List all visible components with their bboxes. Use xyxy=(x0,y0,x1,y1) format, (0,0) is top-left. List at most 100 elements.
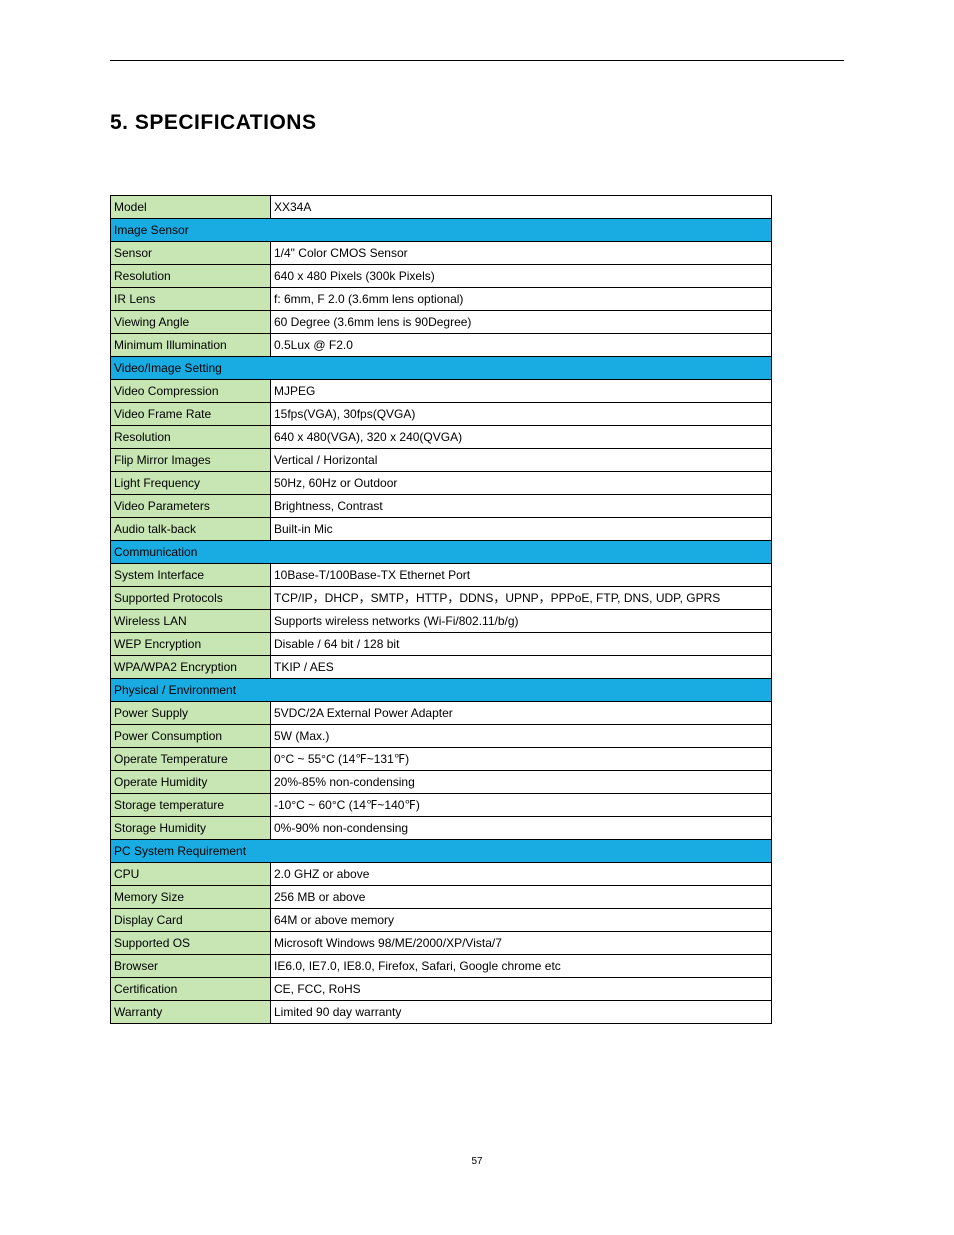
spec-label-cell: Display Card xyxy=(111,909,271,932)
section-header-cell: Image Sensor xyxy=(111,219,772,242)
spec-label-cell: Certification xyxy=(111,978,271,1001)
page-number: 57 xyxy=(0,1156,954,1167)
table-row: PC System Requirement xyxy=(111,840,772,863)
spec-label-cell: Browser xyxy=(111,955,271,978)
table-row: WPA/WPA2 EncryptionTKIP / AES xyxy=(111,656,772,679)
spec-value-cell: 60 Degree (3.6mm lens is 90Degree) xyxy=(271,311,772,334)
table-row: Display Card64M or above memory xyxy=(111,909,772,932)
spec-value-cell: 10Base-T/100Base-TX Ethernet Port xyxy=(271,564,772,587)
table-row: Communication xyxy=(111,541,772,564)
table-row: Video CompressionMJPEG xyxy=(111,380,772,403)
table-row: Sensor1/4" Color CMOS Sensor xyxy=(111,242,772,265)
spec-value-cell: 640 x 480(VGA), 320 x 240(QVGA) xyxy=(271,426,772,449)
spec-value-cell: 256 MB or above xyxy=(271,886,772,909)
spec-label-cell: CPU xyxy=(111,863,271,886)
table-row: Power Consumption5W (Max.) xyxy=(111,725,772,748)
spec-label-cell: Operate Temperature xyxy=(111,748,271,771)
table-row: Audio talk-backBuilt-in Mic xyxy=(111,518,772,541)
table-row: Resolution640 x 480 Pixels (300k Pixels) xyxy=(111,265,772,288)
spec-label-cell: Model xyxy=(111,196,271,219)
spec-label-cell: Flip Mirror Images xyxy=(111,449,271,472)
spec-label-cell: Video Parameters xyxy=(111,495,271,518)
spec-value-cell: 20%-85% non-condensing xyxy=(271,771,772,794)
specifications-tbody: ModelXX34AImage SensorSensor1/4" Color C… xyxy=(111,196,772,1024)
spec-value-cell: 64M or above memory xyxy=(271,909,772,932)
spec-value-cell: Vertical / Horizontal xyxy=(271,449,772,472)
spec-label-cell: Resolution xyxy=(111,265,271,288)
spec-value-cell: IE6.0, IE7.0, IE8.0, Firefox, Safari, Go… xyxy=(271,955,772,978)
table-row: Light Frequency50Hz, 60Hz or Outdoor xyxy=(111,472,772,495)
section-heading: 5. SPECIFICATIONS xyxy=(110,111,844,135)
table-row: IR Lensf: 6mm, F 2.0 (3.6mm lens optiona… xyxy=(111,288,772,311)
spec-label-cell: Sensor xyxy=(111,242,271,265)
spec-value-cell: MJPEG xyxy=(271,380,772,403)
spec-value-cell: f: 6mm, F 2.0 (3.6mm lens optional) xyxy=(271,288,772,311)
spec-value-cell: TCP/IP，DHCP，SMTP，HTTP，DDNS，UPNP，PPPoE, F… xyxy=(271,587,772,610)
spec-value-cell: XX34A xyxy=(271,196,772,219)
spec-label-cell: Supported OS xyxy=(111,932,271,955)
table-row: Resolution640 x 480(VGA), 320 x 240(QVGA… xyxy=(111,426,772,449)
spec-label-cell: Resolution xyxy=(111,426,271,449)
page: 5. SPECIFICATIONS ModelXX34AImage Sensor… xyxy=(0,0,954,1235)
table-row: WarrantyLimited 90 day warranty xyxy=(111,1001,772,1024)
spec-value-cell: 0%-90% non-condensing xyxy=(271,817,772,840)
spec-label-cell: Supported Protocols xyxy=(111,587,271,610)
spec-label-cell: Wireless LAN xyxy=(111,610,271,633)
spec-label-cell: WPA/WPA2 Encryption xyxy=(111,656,271,679)
table-row: Supported OSMicrosoft Windows 98/ME/2000… xyxy=(111,932,772,955)
spec-value-cell: 5VDC/2A External Power Adapter xyxy=(271,702,772,725)
spec-value-cell: Disable / 64 bit / 128 bit xyxy=(271,633,772,656)
spec-value-cell: Limited 90 day warranty xyxy=(271,1001,772,1024)
spec-value-cell: Brightness, Contrast xyxy=(271,495,772,518)
table-row: Operate Temperature0°C ~ 55°C (14℉~131℉) xyxy=(111,748,772,771)
spec-value-cell: TKIP / AES xyxy=(271,656,772,679)
spec-value-cell: 0°C ~ 55°C (14℉~131℉) xyxy=(271,748,772,771)
table-row: Minimum Illumination0.5Lux @ F2.0 xyxy=(111,334,772,357)
spec-label-cell: Memory Size xyxy=(111,886,271,909)
spec-value-cell: 15fps(VGA), 30fps(QVGA) xyxy=(271,403,772,426)
table-row: Storage temperature-10°C ~ 60°C (14℉~140… xyxy=(111,794,772,817)
section-header-cell: Communication xyxy=(111,541,772,564)
spec-label-cell: WEP Encryption xyxy=(111,633,271,656)
spec-label-cell: Power Consumption xyxy=(111,725,271,748)
spec-label-cell: Power Supply xyxy=(111,702,271,725)
spec-value-cell: 1/4" Color CMOS Sensor xyxy=(271,242,772,265)
table-row: System Interface10Base-T/100Base-TX Ethe… xyxy=(111,564,772,587)
table-row: BrowserIE6.0, IE7.0, IE8.0, Firefox, Saf… xyxy=(111,955,772,978)
spec-value-cell: -10°C ~ 60°C (14℉~140℉) xyxy=(271,794,772,817)
spec-label-cell: Operate Humidity xyxy=(111,771,271,794)
spec-label-cell: Warranty xyxy=(111,1001,271,1024)
spec-label-cell: Viewing Angle xyxy=(111,311,271,334)
section-header-cell: Physical / Environment xyxy=(111,679,772,702)
table-row: Viewing Angle60 Degree (3.6mm lens is 90… xyxy=(111,311,772,334)
top-rule xyxy=(110,60,844,61)
spec-value-cell: 640 x 480 Pixels (300k Pixels) xyxy=(271,265,772,288)
spec-label-cell: Audio talk-back xyxy=(111,518,271,541)
spec-value-cell: 50Hz, 60Hz or Outdoor xyxy=(271,472,772,495)
spec-label-cell: Video Compression xyxy=(111,380,271,403)
table-row: Wireless LANSupports wireless networks (… xyxy=(111,610,772,633)
spec-value-cell: 0.5Lux @ F2.0 xyxy=(271,334,772,357)
spec-label-cell: Light Frequency xyxy=(111,472,271,495)
table-row: CPU2.0 GHZ or above xyxy=(111,863,772,886)
table-row: Memory Size256 MB or above xyxy=(111,886,772,909)
table-row: Video Frame Rate15fps(VGA), 30fps(QVGA) xyxy=(111,403,772,426)
table-row: WEP EncryptionDisable / 64 bit / 128 bit xyxy=(111,633,772,656)
spec-label-cell: Video Frame Rate xyxy=(111,403,271,426)
spec-label-cell: IR Lens xyxy=(111,288,271,311)
table-row: Physical / Environment xyxy=(111,679,772,702)
table-row: Video/Image Setting xyxy=(111,357,772,380)
table-row: Flip Mirror ImagesVertical / Horizontal xyxy=(111,449,772,472)
section-header-cell: PC System Requirement xyxy=(111,840,772,863)
table-row: Power Supply5VDC/2A External Power Adapt… xyxy=(111,702,772,725)
table-row: CertificationCE, FCC, RoHS xyxy=(111,978,772,1001)
spec-label-cell: System Interface xyxy=(111,564,271,587)
table-row: Supported ProtocolsTCP/IP，DHCP，SMTP，HTTP… xyxy=(111,587,772,610)
spec-value-cell: 5W (Max.) xyxy=(271,725,772,748)
table-row: ModelXX34A xyxy=(111,196,772,219)
table-row: Image Sensor xyxy=(111,219,772,242)
section-header-cell: Video/Image Setting xyxy=(111,357,772,380)
spec-value-cell: Microsoft Windows 98/ME/2000/XP/Vista/7 xyxy=(271,932,772,955)
table-row: Video ParametersBrightness, Contrast xyxy=(111,495,772,518)
spec-label-cell: Storage temperature xyxy=(111,794,271,817)
